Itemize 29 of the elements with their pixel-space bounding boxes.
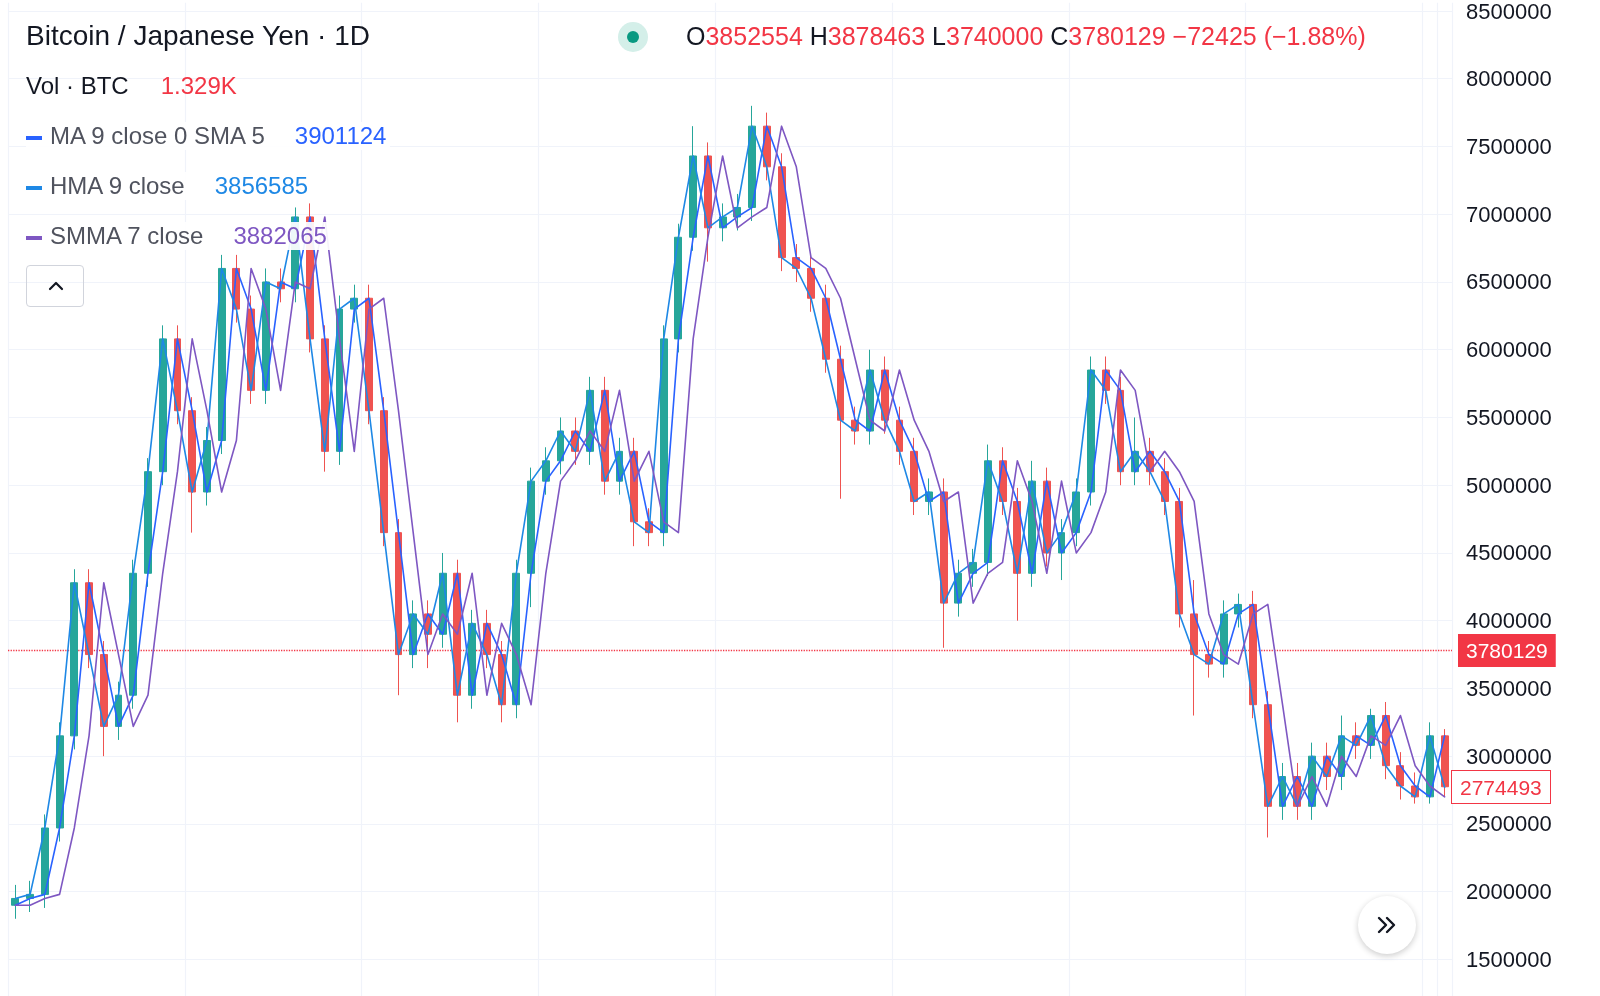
annotation: 3882065: [233, 222, 327, 249]
candlestick: [837, 345, 844, 500]
legend-label: SMMA 7 close: [50, 222, 204, 249]
y-tick-label: 8500000: [1466, 0, 1552, 24]
y-tick-label: 4000000: [1466, 608, 1552, 634]
ref-line-label: 3780129: [1466, 638, 1548, 662]
text: 2774493: [1451, 769, 1551, 804]
legend-label: HMA 9 close: [50, 172, 185, 199]
y-tick-label: 7500000: [1466, 133, 1552, 159]
candlestick: [1441, 728, 1449, 798]
y-tick-label: 5500000: [1466, 404, 1552, 430]
y-tick-label: 6500000: [1466, 269, 1552, 295]
y-tick-label: 1500000: [1466, 946, 1552, 972]
legend-label: MA 9 close 0 SMA 5: [50, 122, 265, 149]
annotation: Vol · BTC: [26, 72, 129, 99]
annotation: 1.329K: [160, 72, 237, 99]
y-tick-label: 5000000: [1466, 472, 1552, 498]
y-tick-label: 3000000: [1466, 743, 1552, 769]
text: Bitcoin / Japanese Yen · 1D: [26, 20, 371, 52]
y-tick-label: 2000000: [1466, 879, 1552, 905]
y-tick-label: 8000000: [1466, 66, 1552, 92]
annotation: O3852554 H3878463 L3740000 C3780129 −72425 (−1.88%): [686, 22, 1366, 50]
annotation: 3856585: [214, 172, 309, 199]
y-tick-label: 6000000: [1466, 337, 1552, 363]
y-tick-label: 7000000: [1466, 201, 1552, 227]
annotation: 3901124: [294, 122, 387, 149]
y-tick-label: 4500000: [1466, 540, 1552, 566]
y-tick-label: 3500000: [1466, 675, 1552, 701]
y-tick-label: 2500000: [1466, 811, 1552, 837]
